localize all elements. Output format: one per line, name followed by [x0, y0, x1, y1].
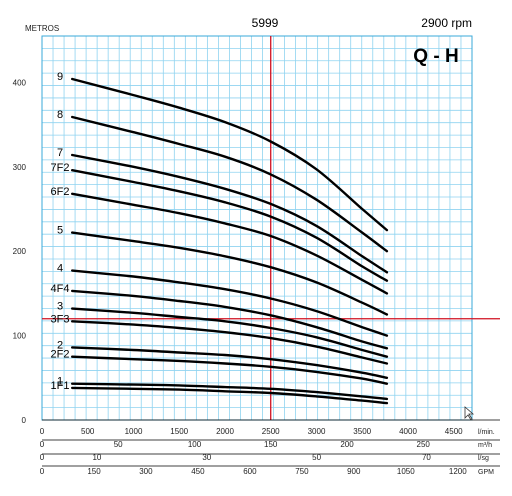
x-tick-label: 300 — [139, 467, 153, 476]
curve-7f2 — [71, 169, 389, 282]
curve-1f1 — [71, 386, 389, 405]
x-tick-label: 250 — [417, 440, 431, 449]
y-tick-label: 200 — [13, 247, 27, 256]
y-ticks: 0 100 200 300 400 — [13, 78, 27, 425]
curves — [71, 77, 389, 405]
x-tick-label: 1500 — [170, 427, 188, 436]
x-scale-unit: m³/h — [478, 442, 492, 449]
curve-6f2 — [71, 192, 389, 295]
curve-label-7: 7 — [57, 147, 63, 159]
y-tick-label: 300 — [13, 163, 27, 172]
curve-label-3f3: 3F3 — [51, 313, 70, 325]
x-tick-label: 3500 — [353, 427, 371, 436]
x-tick-label: 200 — [340, 440, 354, 449]
curve-4 — [71, 269, 389, 337]
x-tick-label: 50 — [114, 440, 123, 449]
curve-8 — [71, 115, 389, 253]
curve-5 — [71, 231, 389, 316]
x-tick-label: 150 — [264, 440, 278, 449]
curve-label-5: 5 — [57, 225, 63, 237]
x-tick-label: 1000 — [125, 427, 143, 436]
curve-label-9: 9 — [57, 71, 63, 83]
y-tick-label: 400 — [13, 78, 27, 87]
x-scale-unit: l/sg — [478, 455, 489, 462]
x-tick-label: 4000 — [399, 427, 417, 436]
plot-frame — [41, 35, 473, 421]
x-tick-label: 1200 — [449, 467, 467, 476]
x-tick-label: 2000 — [216, 427, 234, 436]
curve-label-4f4: 4F4 — [51, 283, 70, 295]
chart-title: Q - H — [413, 46, 458, 67]
curve-label-1f1: 1F1 — [51, 380, 70, 392]
curve-7 — [71, 153, 389, 274]
curve-label-8: 8 — [57, 109, 63, 121]
x-tick-label: 450 — [191, 467, 205, 476]
x-tick-label: 70 — [422, 453, 431, 462]
x-tick-label: 50 — [312, 453, 321, 462]
curve-label-1: 1 — [57, 376, 63, 388]
curve-2 — [71, 346, 389, 379]
speed-label: 2900 rpm — [421, 16, 472, 30]
x-tick-label: 100 — [188, 440, 202, 449]
model-label: 5999 — [252, 16, 279, 30]
y-tick-label: 0 — [22, 416, 27, 425]
y-axis-label: METROS — [25, 24, 59, 33]
x-tick-label: 10 — [92, 453, 101, 462]
x-tick-label: 0 — [40, 467, 45, 476]
x-tick-label: 900 — [347, 467, 361, 476]
x-scale-unit: GPM — [478, 469, 494, 476]
curve-label-3: 3 — [57, 301, 63, 313]
curve-2f2 — [71, 355, 389, 385]
curve-3f3 — [71, 320, 389, 365]
y-tick-label: 100 — [13, 332, 27, 341]
x-tick-label: 1050 — [397, 467, 415, 476]
x-tick-label: 4500 — [445, 427, 463, 436]
cursor-icon — [464, 406, 475, 421]
curve-3 — [71, 307, 389, 358]
curve-label-2: 2 — [57, 339, 63, 351]
curve-label-7f2: 7F2 — [51, 162, 70, 174]
x-tick-label: 600 — [243, 467, 257, 476]
curve-label-6f2: 6F2 — [51, 186, 70, 198]
curve-9 — [71, 77, 389, 232]
x-tick-label: 3000 — [308, 427, 326, 436]
operating-point-lines — [42, 36, 500, 420]
x-tick-label: 2500 — [262, 427, 280, 436]
curve-1 — [71, 382, 389, 401]
x-tick-label: 30 — [202, 453, 211, 462]
x-tick-label: 750 — [295, 467, 309, 476]
curve-4f4 — [71, 289, 389, 350]
x-tick-label: 0 — [40, 440, 45, 449]
x-scales: 0 500 1000 1500 2000 2500 3000 3500 4000 4500 l/mi… — [40, 419, 500, 476]
x-tick-label: 0 — [40, 453, 45, 462]
x-tick-label: 150 — [87, 467, 101, 476]
x-tick-label: 500 — [81, 427, 95, 436]
curve-label-4: 4 — [57, 263, 63, 275]
grid — [41, 35, 473, 421]
curve-label-2f2: 2F2 — [51, 349, 70, 361]
x-tick-label: 0 — [40, 427, 45, 436]
x-scale-unit: l/min. — [478, 429, 495, 436]
